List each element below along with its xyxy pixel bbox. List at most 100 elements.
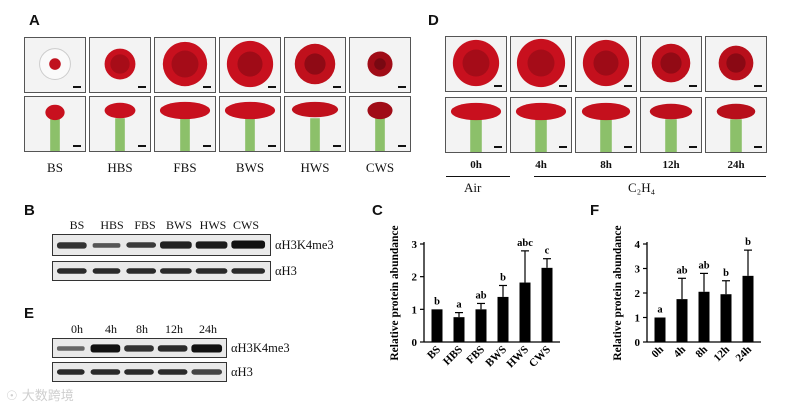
significance-label: ab xyxy=(475,290,486,301)
scale-bar xyxy=(203,86,211,88)
air-group-label: Air xyxy=(464,180,482,195)
x-tick-label: CWS xyxy=(527,344,553,370)
bar xyxy=(541,267,553,342)
blot-antibody-label-top: αH3K4me3 xyxy=(231,341,290,355)
blot-lane-label: HBS xyxy=(100,218,124,232)
flower-photo-side-hbs xyxy=(89,96,151,152)
stage-label-hws: HWS xyxy=(300,160,330,175)
blot-lane-label: 0h xyxy=(71,322,83,336)
scale-bar xyxy=(754,85,762,87)
scale-bar xyxy=(624,146,632,148)
y-tick-label: 3 xyxy=(412,239,418,251)
y-tick-label: 4 xyxy=(635,239,641,251)
scale-bar xyxy=(138,86,146,88)
blot-lane-label: 8h xyxy=(136,322,148,336)
flower-photo-top-bws xyxy=(219,37,281,93)
flower-photo-top-4h xyxy=(510,36,572,92)
flower-photo-side-4h xyxy=(510,97,572,153)
bar xyxy=(720,294,732,342)
y-tick-label: 2 xyxy=(635,288,641,300)
scale-bar xyxy=(73,145,81,147)
watermark-logo-icon: ☉ xyxy=(6,389,18,404)
timepoint-label-4h: 4h xyxy=(535,159,547,171)
blot-lane-label: BWS xyxy=(165,218,192,232)
y-axis-title: Relative protein abundance xyxy=(612,225,624,360)
bar xyxy=(475,309,487,342)
bar xyxy=(431,309,443,342)
flower-photo-side-fbs xyxy=(154,96,216,152)
timepoint-label-12h: 12h xyxy=(662,159,680,171)
flower-photo-top-24h xyxy=(705,36,767,92)
bar xyxy=(698,291,710,342)
blot-lane-label: CWS xyxy=(232,218,259,232)
blot-antibody-label-top: αH3K4me3 xyxy=(275,238,334,252)
significance-label: a xyxy=(456,300,462,311)
scale-bar xyxy=(398,86,406,88)
scale-bar xyxy=(333,145,341,147)
flower-photo-side-bs xyxy=(24,96,86,152)
blot-lane-label: 12h xyxy=(165,322,183,336)
scale-bar xyxy=(268,86,276,88)
panel-label-e: E xyxy=(24,305,35,322)
chart-f-relative-abundance-timecourse: 0 1 2 3 4 Relative protein abundance a 0h ab 4h ab… xyxy=(612,225,761,364)
x-tick-label: 8h xyxy=(693,344,710,361)
bar xyxy=(676,299,688,342)
blot-h3-timecourse xyxy=(52,362,227,382)
bar xyxy=(519,282,531,342)
flower-photo-side-24h xyxy=(705,97,767,153)
air-group-line xyxy=(446,176,510,177)
significance-label: b xyxy=(723,268,729,279)
flower-photo-top-12h xyxy=(640,36,702,92)
scale-bar xyxy=(268,145,276,147)
flower-photo-side-cws xyxy=(349,96,411,152)
flower-photo-top-fbs xyxy=(154,37,216,93)
blot-lane-label: HWS xyxy=(199,218,227,232)
y-tick-label: 1 xyxy=(635,313,641,325)
flower-photo-side-8h xyxy=(575,97,637,153)
flower-photo-side-12h xyxy=(640,97,702,153)
significance-label: b xyxy=(745,237,751,248)
blot-lane-label: 24h xyxy=(199,322,217,336)
y-tick-label: 3 xyxy=(635,264,641,276)
flower-photo-side-bws xyxy=(219,96,281,152)
significance-label: abc xyxy=(517,238,533,249)
blot-h3k4me3-stages xyxy=(52,234,271,256)
ethylene-group-line xyxy=(534,176,766,177)
panel-label-b: B xyxy=(24,202,35,219)
x-tick-label: HBS xyxy=(441,344,465,368)
significance-label: ab xyxy=(698,260,709,271)
x-tick-label: FBS xyxy=(464,344,487,367)
significance-label: a xyxy=(657,305,663,316)
blot-h3-stages xyxy=(52,261,271,281)
stage-label-cws: CWS xyxy=(365,160,395,175)
significance-label: b xyxy=(434,296,440,307)
x-tick-label: 0h xyxy=(649,344,666,361)
flower-photo-top-hbs xyxy=(89,37,151,93)
flower-photo-top-8h xyxy=(575,36,637,92)
flower-photo-top-hws xyxy=(284,37,346,93)
y-tick-label: 1 xyxy=(412,304,418,316)
bar xyxy=(497,296,509,342)
stage-label-hbs: HBS xyxy=(107,160,133,175)
flower-photo-side-hws xyxy=(284,96,346,152)
scale-bar xyxy=(494,146,502,148)
blot-antibody-label-bottom: αH3 xyxy=(231,365,253,379)
flower-photo-top-cws xyxy=(349,37,411,93)
timepoint-label-24h: 24h xyxy=(727,159,745,171)
blot-lane-label: BS xyxy=(69,218,85,232)
scale-bar xyxy=(398,145,406,147)
scale-bar xyxy=(559,146,567,148)
blot-lane-label: FBS xyxy=(134,218,156,232)
ethylene-group-label: C₂H₄ xyxy=(628,180,656,195)
scale-bar xyxy=(494,85,502,87)
timepoint-label-0h: 0h xyxy=(470,159,482,171)
scale-bar xyxy=(138,145,146,147)
stage-label-bws: BWS xyxy=(235,160,265,175)
x-tick-label: BWS xyxy=(483,344,509,370)
y-axis-title: Relative protein abundance xyxy=(389,225,401,360)
blot-lane-label: 4h xyxy=(105,322,117,336)
blot-antibody-label-bottom: αH3 xyxy=(275,264,297,278)
bar xyxy=(654,317,666,342)
significance-label: c xyxy=(545,246,550,257)
